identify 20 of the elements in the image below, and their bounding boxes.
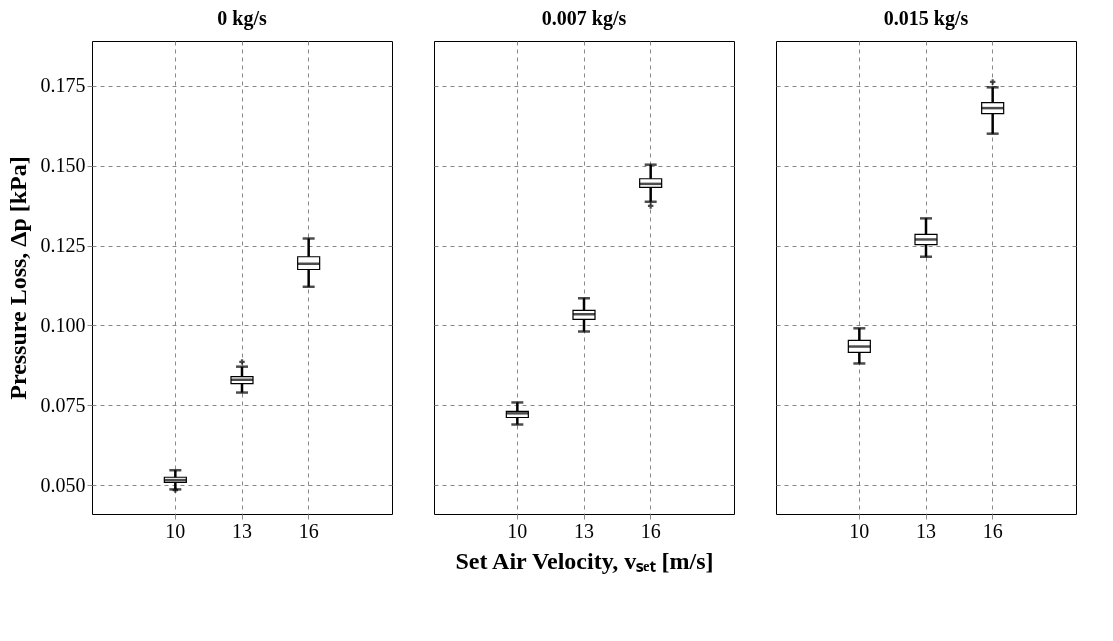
x-axis-title: Set Air Velocity, vₛₑₜ [m/s] [455, 547, 714, 574]
x-tick-label: 16 [298, 519, 319, 542]
x-tick-label: 13 [232, 519, 252, 542]
chart-title: 0 kg/s [217, 7, 267, 30]
x-tick-label: 10 [849, 519, 870, 542]
x-tick-label: 13 [916, 519, 936, 542]
y-tick-label: 0.150 [40, 154, 86, 177]
y-tick-label: 0.050 [40, 473, 86, 496]
x-tick-label: 16 [982, 519, 1003, 542]
x-tick-label: 16 [640, 519, 661, 542]
chart-title: 0.007 kg/s [541, 7, 627, 30]
y-tick-label: 0.125 [40, 234, 86, 257]
x-tick-label: 10 [507, 519, 528, 542]
y-tick-label: 0.175 [40, 74, 86, 97]
y-tick-label: 0.100 [40, 313, 86, 336]
y-axis-title: Pressure Loss, Δp [kPa] [4, 156, 31, 400]
x-tick-label: 13 [574, 519, 594, 542]
chart-title: 0.015 kg/s [883, 7, 969, 30]
x-tick-label: 10 [165, 519, 186, 542]
y-tick-label: 0.075 [40, 393, 86, 416]
